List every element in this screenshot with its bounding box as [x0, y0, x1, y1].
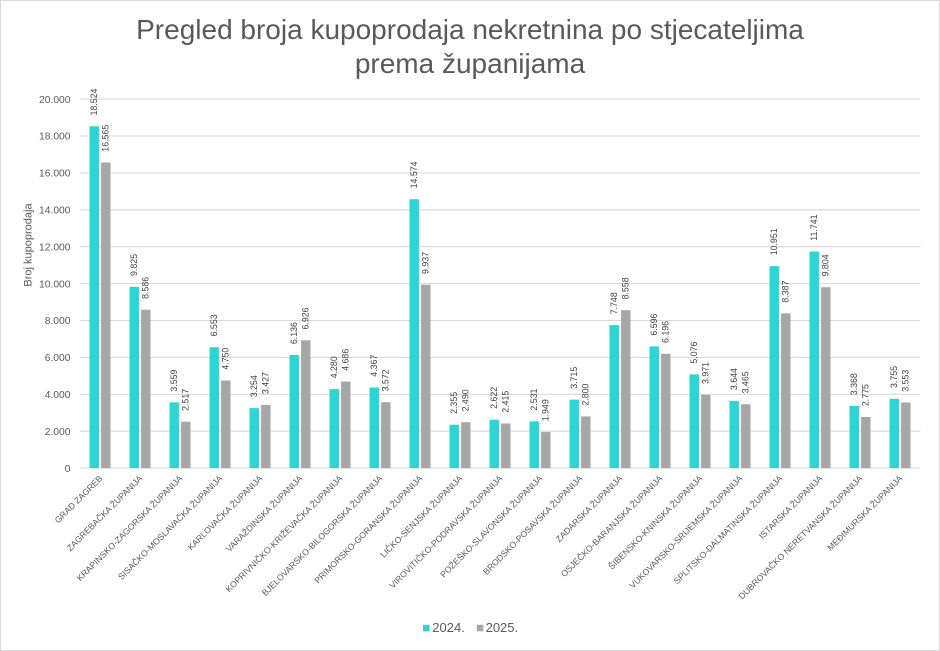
- svg-text:Broj kupoprodaja: Broj kupoprodaja: [23, 203, 35, 287]
- svg-text:3.971: 3.971: [701, 362, 711, 384]
- svg-text:5.076: 5.076: [689, 341, 699, 363]
- svg-text:18.000: 18.000: [39, 132, 71, 143]
- svg-text:6.553: 6.553: [209, 314, 219, 336]
- svg-text:3.553: 3.553: [901, 370, 911, 392]
- svg-text:4.686: 4.686: [341, 349, 351, 371]
- svg-text:3.427: 3.427: [261, 372, 271, 394]
- svg-text:0: 0: [65, 464, 71, 475]
- svg-text:2024.: 2024.: [432, 620, 465, 635]
- svg-text:3.715: 3.715: [569, 367, 579, 389]
- svg-text:7.748: 7.748: [609, 292, 619, 314]
- svg-text:6.926: 6.926: [301, 307, 311, 329]
- svg-text:3.465: 3.465: [741, 371, 751, 393]
- svg-text:4.000: 4.000: [45, 390, 71, 401]
- svg-text:8.387: 8.387: [781, 280, 791, 302]
- svg-text:8.000: 8.000: [45, 316, 71, 327]
- svg-text:4.280: 4.280: [329, 356, 339, 378]
- svg-text:18.524: 18.524: [89, 88, 99, 115]
- svg-text:9.804: 9.804: [821, 254, 831, 276]
- svg-text:6.136: 6.136: [289, 322, 299, 344]
- svg-text:Pregled broja kupoprodaja nekr: Pregled broja kupoprodaja nekretnina po …: [136, 14, 804, 45]
- svg-text:4.750: 4.750: [221, 348, 231, 370]
- svg-text:6.196: 6.196: [661, 321, 671, 343]
- svg-text:9.825: 9.825: [129, 254, 139, 276]
- svg-text:9.937: 9.937: [421, 252, 431, 274]
- svg-text:2025.: 2025.: [486, 620, 519, 635]
- svg-text:3.368: 3.368: [849, 373, 859, 395]
- svg-text:11.741: 11.741: [809, 214, 819, 240]
- svg-text:10.000: 10.000: [39, 279, 71, 290]
- svg-text:2.531: 2.531: [529, 388, 539, 410]
- svg-text:3.755: 3.755: [889, 366, 899, 388]
- svg-text:2.355: 2.355: [449, 392, 459, 414]
- svg-text:14.000: 14.000: [39, 206, 71, 217]
- svg-text:16.565: 16.565: [101, 125, 111, 152]
- svg-text:2.490: 2.490: [461, 389, 471, 411]
- svg-text:3.559: 3.559: [169, 369, 179, 391]
- svg-text:8.558: 8.558: [621, 277, 631, 299]
- svg-text:2.415: 2.415: [501, 391, 511, 413]
- svg-text:4.367: 4.367: [369, 355, 379, 377]
- svg-text:8.586: 8.586: [141, 277, 151, 299]
- svg-text:6.596: 6.596: [649, 313, 659, 335]
- svg-text:1.949: 1.949: [541, 399, 551, 421]
- svg-text:2.800: 2.800: [581, 383, 591, 405]
- svg-text:3.254: 3.254: [249, 375, 259, 397]
- svg-text:10.951: 10.951: [769, 228, 779, 255]
- svg-text:16.000: 16.000: [39, 169, 71, 180]
- svg-text:14.574: 14.574: [409, 161, 419, 188]
- svg-text:3.572: 3.572: [381, 369, 391, 391]
- svg-text:2.775: 2.775: [861, 384, 871, 406]
- svg-text:3.644: 3.644: [729, 368, 739, 390]
- svg-text:6.000: 6.000: [45, 353, 71, 364]
- svg-text:prema županijama: prema županijama: [355, 48, 586, 79]
- svg-text:2.622: 2.622: [489, 387, 499, 409]
- svg-text:2.517: 2.517: [181, 389, 191, 411]
- svg-text:12.000: 12.000: [39, 242, 71, 253]
- svg-text:20.000: 20.000: [39, 95, 71, 106]
- svg-text:2.000: 2.000: [45, 427, 71, 438]
